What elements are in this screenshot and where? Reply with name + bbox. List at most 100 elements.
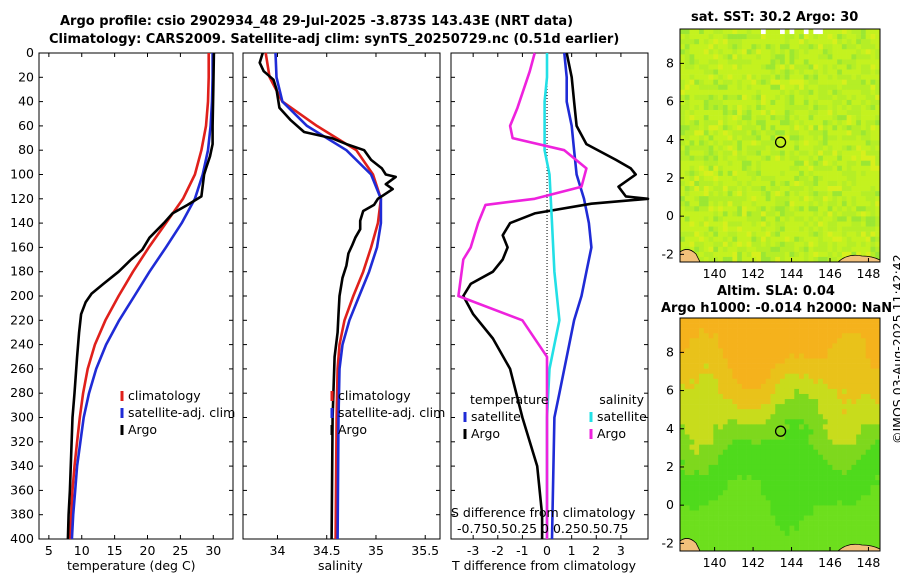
sla-map-cell <box>680 424 686 430</box>
sst-map-cell <box>699 94 705 101</box>
sla-land-sw <box>679 538 701 552</box>
sst-map-cell <box>770 196 776 202</box>
sst-map-cell <box>875 99 881 106</box>
sla-map-cell <box>751 333 757 339</box>
sst-map-cell <box>794 211 800 217</box>
sst-map-cell <box>808 221 814 227</box>
sla-map-cell <box>865 495 871 501</box>
sst-map-cell <box>699 110 705 116</box>
sla-map-cell <box>822 429 828 435</box>
temperature-panel <box>38 52 234 540</box>
sla-map-cell <box>799 530 805 537</box>
sla-map-cell <box>760 333 767 339</box>
sla-map-cell <box>832 373 838 380</box>
sla-map-cell <box>732 540 738 547</box>
sla-map-cell <box>837 515 843 521</box>
sst-map-cell <box>680 191 686 197</box>
sst-map-cell <box>713 216 719 222</box>
sla-map-cell <box>808 363 814 369</box>
sla-map-cell <box>722 353 728 359</box>
sla-map-cell <box>851 388 857 395</box>
sst-map-cell <box>799 94 805 101</box>
sla-map-cell <box>875 464 881 471</box>
sla-map-cell <box>699 449 705 456</box>
sla-map-cell <box>856 439 862 445</box>
sst-map-cell <box>832 256 838 263</box>
sla-map-cell <box>865 373 871 380</box>
sst-map-cell <box>760 201 767 207</box>
sst-map-cell <box>694 135 700 141</box>
sla-map-cell <box>860 333 867 339</box>
sla-map-cell <box>770 318 776 324</box>
sst-map-cell <box>789 216 795 222</box>
sla-map-cell <box>865 520 871 526</box>
sst-map-cell <box>870 44 876 50</box>
sla-map-cell <box>765 338 771 344</box>
sst-map-cell <box>794 34 800 40</box>
sst-map-cell <box>732 74 738 80</box>
sla-map-cell <box>808 348 814 354</box>
sst-map-cell <box>780 94 786 101</box>
sla-map-cell <box>684 429 690 435</box>
sla-map-cell <box>732 515 738 521</box>
sla-map-cell <box>770 388 776 395</box>
sla-map-cell <box>746 318 752 324</box>
sla-map-cell <box>803 454 809 461</box>
sla-map-cell <box>841 378 847 385</box>
sst-map-cell <box>718 39 724 45</box>
sst-map-cell <box>760 125 767 131</box>
sla-map-cell <box>727 510 733 516</box>
sst-map-cell <box>718 160 724 167</box>
sla-map-cell <box>794 338 800 344</box>
sst-map-frame <box>679 28 881 263</box>
sst-map-cell <box>865 69 871 75</box>
sst-map-cell <box>865 104 871 111</box>
sst-map-cell <box>818 110 824 116</box>
sst-map-cell <box>737 99 743 106</box>
sst-map-cell <box>741 196 747 202</box>
sla-map-cell <box>722 399 728 405</box>
sst-map-cell <box>737 125 743 131</box>
sst-map-cell <box>875 251 881 258</box>
sst-map-cell <box>694 211 700 217</box>
sla-map-cell <box>870 333 876 339</box>
sst-map-cell <box>722 206 728 212</box>
sst-map-cell <box>746 99 752 106</box>
sst-map-cell <box>680 140 686 146</box>
sla-map-cell <box>775 333 781 339</box>
sla-map-cell <box>765 383 771 390</box>
sla-map-cell <box>694 348 700 354</box>
sst-map-cell <box>684 99 690 106</box>
sst-map-cell <box>684 44 690 50</box>
sla-map-cell <box>799 333 805 339</box>
sla-map-cell <box>751 520 757 526</box>
sla-map-cell <box>775 419 781 425</box>
sst-map-cell <box>813 44 819 50</box>
sla-map-cell <box>770 480 776 486</box>
sla-map-cell <box>856 419 862 425</box>
sla-map-cell <box>737 439 743 445</box>
sst-map-cell <box>737 120 743 126</box>
sst-map-cell <box>689 74 695 80</box>
sst-map-cell <box>746 160 752 167</box>
sla-map-cell <box>841 500 847 506</box>
sla-map-cell <box>799 338 805 344</box>
sst-map-cell <box>722 130 728 136</box>
sla-map-cell <box>751 318 757 324</box>
sst-map-cell <box>822 84 828 91</box>
sst-map-cell <box>703 130 709 136</box>
sst-map-cell <box>765 196 771 202</box>
sst-map-cell <box>818 236 824 243</box>
sst-map-cell <box>799 160 805 167</box>
sst-map-cell <box>856 221 862 227</box>
sla-map-cell <box>722 500 728 506</box>
sla-map-cell <box>713 363 719 369</box>
sst-map-cell <box>741 226 747 232</box>
sla-map-cell <box>875 328 881 334</box>
sst-map-cell <box>732 79 738 86</box>
sst-map-cell <box>841 226 847 232</box>
sst-map-cell <box>699 104 705 111</box>
sla-map-cell <box>727 434 733 440</box>
sst-map-cell <box>689 125 695 131</box>
sla-map-cell <box>718 439 724 445</box>
